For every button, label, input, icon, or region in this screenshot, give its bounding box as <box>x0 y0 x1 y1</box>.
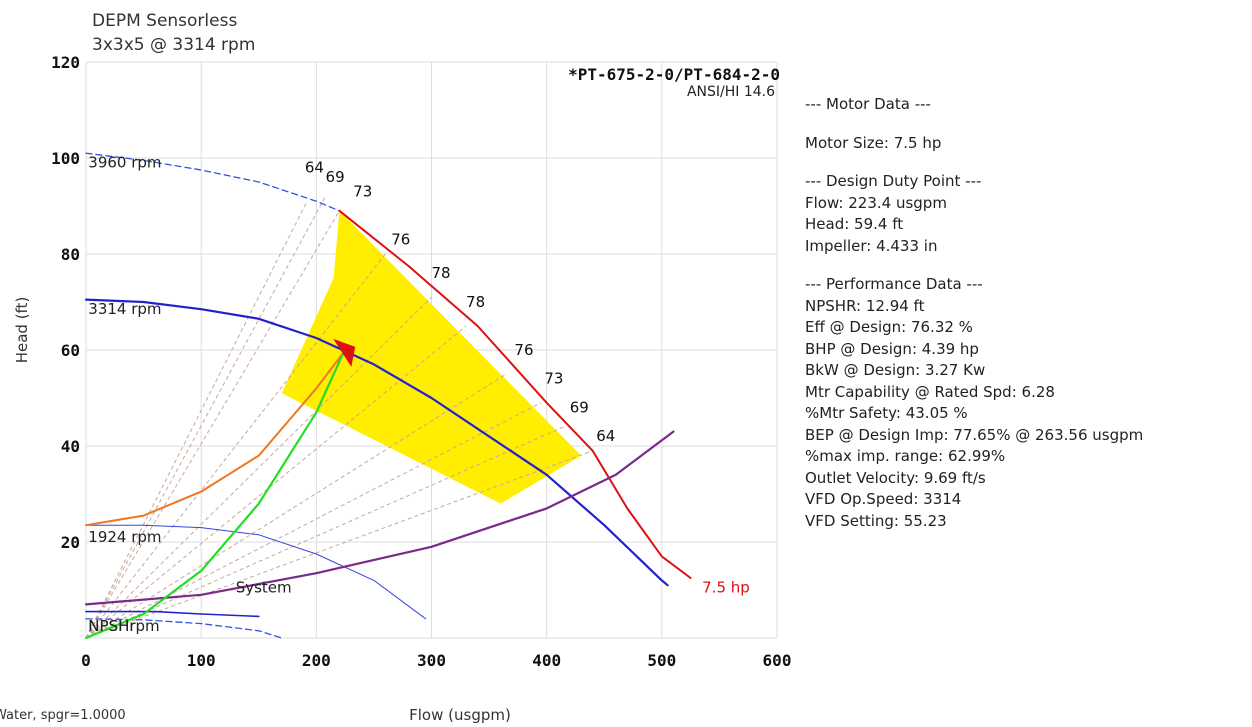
iso-efficiency-line <box>85 325 467 639</box>
series-line-1924-rpm <box>85 524 427 620</box>
curve-label: 7.5 hp <box>702 578 750 596</box>
series-line-3960-rpm <box>85 152 341 212</box>
iso-efficiency-line <box>85 450 593 639</box>
efficiency-label: 64 <box>305 158 324 176</box>
iso-efficiency-line <box>85 373 507 639</box>
curve-label: 3314 rpm <box>88 300 161 318</box>
efficiency-label: 73 <box>353 182 372 200</box>
series-line-curve <box>85 351 345 527</box>
grid: 0 100 200 300 400 500 600 20 40 60 80 100 120 <box>51 53 791 670</box>
bhp-design-value: BHP @ Design: 4.39 hp <box>805 339 979 358</box>
efficiency-label: 73 <box>544 370 563 388</box>
series-line-curve <box>85 618 283 639</box>
series-line-7.5-hp <box>338 209 692 579</box>
bep-value: BEP @ Design Imp: 77.65% @ 263.56 usgpm <box>805 425 1144 444</box>
efficiency-label: 78 <box>466 293 485 311</box>
curve-label: NPSHr <box>88 617 136 635</box>
duty-point-marker <box>333 338 356 367</box>
operating-region-layer <box>281 210 582 504</box>
y-tick-label: 60 <box>61 341 80 360</box>
efficiency-label: 69 <box>570 398 589 416</box>
eff-design-value: Eff @ Design: 76.32 % <box>805 318 973 336</box>
efficiency-label: 76 <box>514 341 533 359</box>
info-panel: --- Motor Data --- Motor Size: 7.5 hp --… <box>805 94 1245 532</box>
x-tick-label: 400 <box>532 651 561 670</box>
iso-efficiency-line <box>85 200 308 639</box>
x-tick-label: 600 <box>763 651 792 670</box>
iso-efficiency-line <box>85 210 340 639</box>
model-label: *PT-675-2-0/PT-684-2-0 <box>568 65 780 84</box>
iso-efficiency-line <box>85 402 542 639</box>
duty-head: Head: 59.4 ft <box>805 215 904 233</box>
curve-label: System <box>236 578 292 596</box>
series-line-curve <box>84 351 345 640</box>
series-layer <box>84 152 692 640</box>
standard-label: ANSI/HI 14.6 <box>687 84 775 100</box>
y-tick-label: 20 <box>61 533 80 552</box>
efficiency-label: 69 <box>326 168 345 186</box>
chart-title: DEPM Sensorless <box>92 11 237 31</box>
duty-impeller: Impeller: 4.433 in <box>805 236 938 255</box>
x-tick-label: 100 <box>187 651 216 670</box>
mtr-capability-value: Mtr Capability @ Rated Spd: 6.28 <box>805 382 1055 401</box>
x-axis-label: Flow (usgpm) <box>409 706 511 724</box>
fluid-note: Water, spgr=1.0000 <box>0 708 126 723</box>
max-imp-range-value: %max imp. range: 62.99% <box>805 447 1006 465</box>
performance-header: --- Performance Data --- <box>805 275 983 293</box>
duty-flow: Flow: 223.4 usgpm <box>805 193 947 212</box>
bkw-design-value: BkW @ Design: 3.27 Kw <box>805 361 986 379</box>
curve-label: NPSHrpm <box>88 617 159 635</box>
motor-data-header: --- Motor Data --- <box>805 95 931 113</box>
npshr-value: NPSHR: 12.94 ft <box>805 296 925 315</box>
vfd-speed-value: VFD Op.Speed: 3314 <box>805 490 962 508</box>
x-tick-label: 0 <box>81 651 91 670</box>
y-tick-label: 40 <box>61 437 80 456</box>
efficiency-label: 78 <box>432 264 451 282</box>
x-tick-label: 200 <box>302 651 331 670</box>
series-line-3314-rpm <box>84 298 669 587</box>
curve-label: 1924 rpm <box>88 528 161 546</box>
y-axis-label: Head (ft) <box>13 297 31 364</box>
y-tick-label: 100 <box>51 149 80 168</box>
iso-efficiency-line <box>85 196 326 639</box>
outlet-velocity-value: Outlet Velocity: 9.69 ft/s <box>805 468 986 487</box>
vfd-setting-value: VFD Setting: 55.23 <box>805 511 947 530</box>
motor-size: Motor Size: 7.5 hp <box>805 133 942 152</box>
y-tick-label: 120 <box>51 53 80 72</box>
efficiency-label: 64 <box>596 427 615 445</box>
duty-point-header: --- Design Duty Point --- <box>805 172 982 190</box>
curve-label: 3960 rpm <box>88 154 161 172</box>
operating-region <box>281 210 582 504</box>
x-tick-label: 300 <box>417 651 446 670</box>
iso-efficiency-line <box>85 296 432 639</box>
iso-efficiency-line <box>85 426 565 639</box>
series-line-system <box>84 430 675 606</box>
efficiency-label: 76 <box>391 230 410 248</box>
y-tick-label: 80 <box>61 245 80 264</box>
x-tick-label: 500 <box>647 651 676 670</box>
mtr-safety-value: %Mtr Safety: 43.05 % <box>805 404 968 422</box>
chart-subtitle: 3x3x5 @ 3314 rpm <box>92 35 255 55</box>
series-line-npshr <box>85 610 260 618</box>
